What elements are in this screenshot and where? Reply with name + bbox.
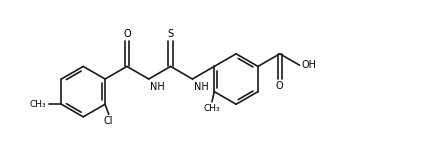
Text: O: O (276, 81, 284, 91)
Text: CH₃: CH₃ (204, 104, 220, 113)
Text: O: O (123, 29, 131, 39)
Text: OH: OH (301, 60, 316, 70)
Text: NH: NH (194, 82, 208, 92)
Text: S: S (167, 29, 173, 39)
Text: CH₃: CH₃ (29, 100, 46, 109)
Text: NH: NH (150, 82, 165, 92)
Text: Cl: Cl (104, 116, 114, 126)
